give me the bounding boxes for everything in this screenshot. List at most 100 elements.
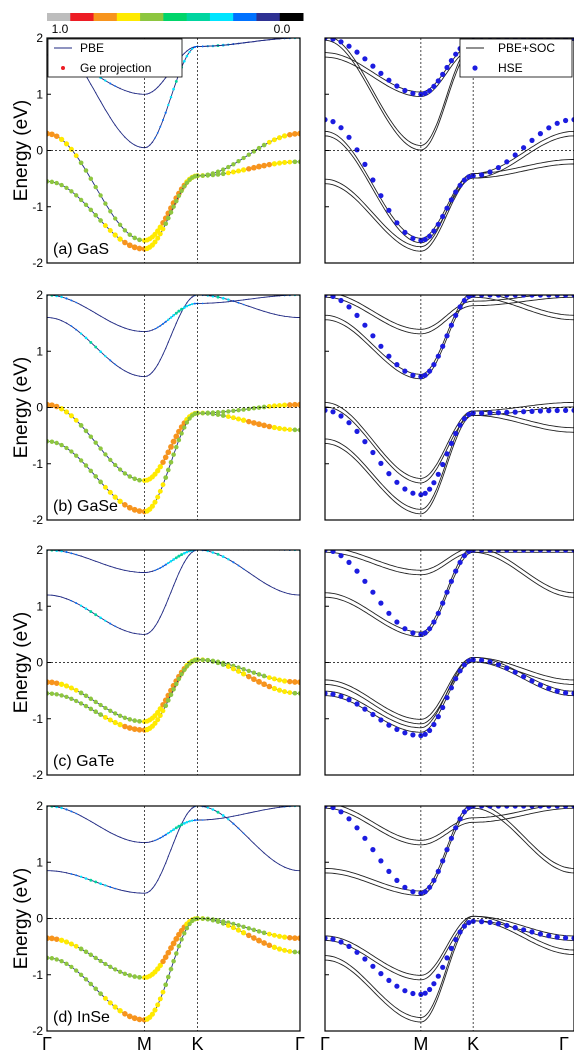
hse-point: [521, 550, 527, 553]
hse-point: [394, 619, 400, 625]
hse-point: [402, 229, 408, 235]
ge-projection-point: [149, 503, 155, 509]
ge-projection-point: [109, 622, 112, 625]
ge-projection-point: [220, 662, 226, 667]
hse-point: [422, 990, 428, 996]
ge-projection-point: [60, 295, 63, 299]
soc-band-line: [325, 915, 574, 1018]
ge-projection-point: [242, 568, 245, 570]
hse-point: [431, 981, 437, 987]
ge-projection-point: [187, 921, 192, 927]
hse-point: [448, 58, 454, 64]
y-tick-label: 1: [36, 87, 43, 101]
colorbar-segment: [140, 13, 164, 21]
ge-projection-point: [182, 184, 187, 189]
hse-point: [378, 193, 384, 199]
ge-projection-point: [117, 236, 123, 242]
hse-point: [346, 559, 352, 566]
ge-projection-point: [83, 428, 89, 434]
ge-projection-point: [174, 681, 179, 687]
hse-point: [422, 889, 428, 895]
ge-projection-point: [78, 701, 84, 706]
ge-projection-point: [159, 324, 162, 327]
ge-projection-point: [243, 42, 245, 44]
legend-hse-dot: [472, 65, 478, 71]
ge-projection-point: [84, 877, 88, 880]
ge-projection-point: [117, 721, 123, 728]
ge-projection-point: [152, 1007, 158, 1013]
ge-projection-point: [215, 412, 221, 417]
hse-point: [386, 207, 392, 213]
ge-projection-point: [182, 667, 187, 673]
ge-projection-point: [157, 713, 163, 718]
ge-projection-point: [104, 564, 106, 566]
ge-projection-point: [122, 715, 128, 721]
ge-projection-point: [69, 449, 74, 454]
ge-projection-point: [287, 131, 293, 138]
hse-point: [504, 550, 510, 553]
hse-point: [386, 471, 392, 477]
ge-projection-point: [191, 296, 193, 298]
ge-projection-point: [292, 949, 298, 955]
hse-point: [402, 884, 408, 890]
ge-projection-point: [89, 878, 93, 882]
ge-projection-point: [74, 193, 79, 198]
ge-projection-point: [75, 602, 78, 605]
ge-projection-point: [230, 169, 236, 175]
ge-projection-point: [58, 681, 65, 687]
hse-point: [370, 847, 376, 853]
hse-point: [354, 568, 360, 574]
ge-projection-point: [127, 973, 133, 978]
ge-projection-point: [88, 468, 94, 474]
ge-projection-point: [119, 325, 121, 327]
y-tick-label: 1: [36, 599, 43, 613]
ge-projection-point: [266, 931, 272, 937]
ge-projection-point: [136, 1016, 143, 1023]
ge-projection-point: [47, 679, 50, 686]
ge-projection-point: [137, 477, 142, 483]
ge-projection-point: [232, 300, 234, 302]
hse-point: [487, 550, 493, 553]
ge-projection-point: [169, 316, 173, 319]
ge-projection-point: [126, 242, 133, 249]
ge-projection-point: [292, 427, 298, 433]
ge-projection-point: [210, 411, 216, 417]
hse-point: [479, 919, 485, 925]
ge-projection-point: [149, 1011, 155, 1017]
ge-projection-point: [108, 964, 113, 969]
hse-point: [362, 439, 368, 445]
ge-projection-point: [258, 297, 260, 299]
ge-projection-point: [232, 561, 235, 564]
ge-projection-point: [168, 692, 174, 698]
left-legend: PBE Ge projection: [47, 38, 183, 78]
legend-pbe-label: PBE: [80, 41, 104, 55]
ge-projection-point: [54, 692, 59, 697]
ge-projection-point: [165, 697, 171, 703]
ge-projection-point: [225, 170, 231, 176]
ge-projection-point: [268, 39, 270, 41]
hse-point: [440, 964, 446, 970]
ge-projection-point: [193, 819, 196, 822]
ge-projection-point: [149, 92, 151, 94]
ge-projection-point: [136, 726, 143, 733]
right-plot-area: [325, 295, 574, 515]
ge-projection-point: [297, 935, 300, 942]
hse-point: [378, 70, 384, 76]
ge-projection-point: [53, 133, 60, 139]
ge-projection-point: [129, 329, 131, 331]
ge-projection-point: [165, 949, 172, 956]
hse-point: [422, 630, 428, 636]
ge-projection-point: [221, 167, 226, 172]
hse-point: [338, 39, 344, 45]
ge-projection-point: [184, 180, 190, 185]
ge-projection-point: [258, 847, 260, 849]
ge-projection-point: [83, 168, 89, 173]
ge-projection-point: [248, 41, 250, 43]
ge-projection-point: [124, 136, 126, 138]
ge-projection-point: [149, 841, 151, 843]
ge-projection-point: [216, 295, 220, 299]
ge-projection-point: [211, 551, 215, 554]
ge-projection-point: [137, 718, 142, 724]
ge-projection-point: [188, 303, 191, 307]
ge-projection-point: [100, 315, 102, 317]
